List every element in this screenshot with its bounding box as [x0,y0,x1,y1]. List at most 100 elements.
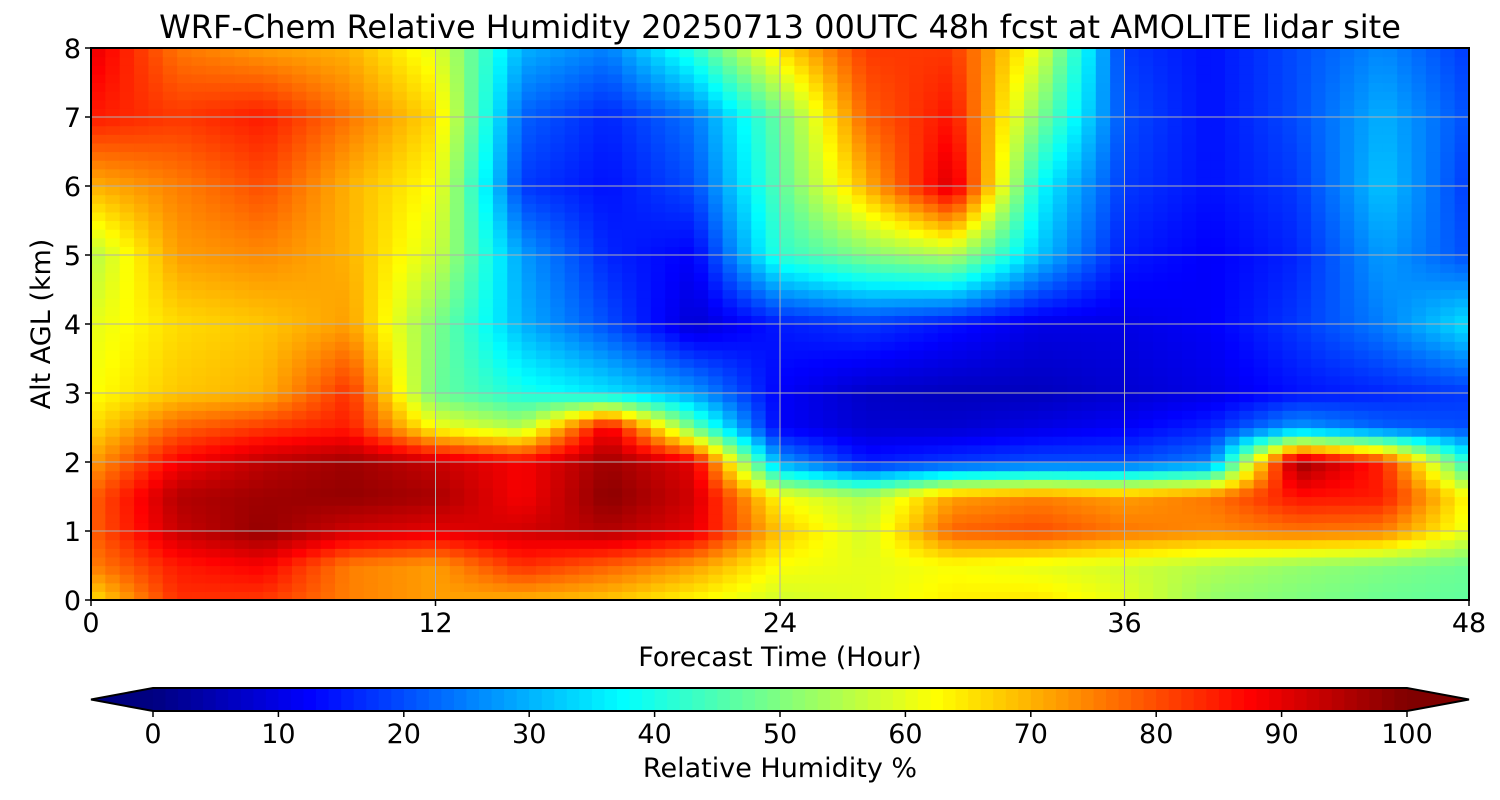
heatmap-cell [91,220,106,230]
heatmap-cell [1067,393,1083,403]
heatmap-cell [765,375,781,385]
heatmap-cell [535,487,551,498]
heatmap-cell [636,410,652,420]
heatmap-cell [1311,324,1327,334]
heatmap-cell [1368,246,1384,256]
heatmap-cell [335,453,350,463]
heatmap-cell [851,186,867,196]
heatmap-cell [521,591,537,601]
heatmap-cell [851,470,867,480]
heatmap-cell [708,186,724,196]
heatmap-cell [1296,393,1312,403]
heatmap-cell [1239,418,1255,429]
heatmap-cell [1296,324,1312,334]
heatmap-cell [492,487,508,498]
heatmap-cell [1181,332,1197,342]
heatmap-cell [162,220,178,230]
heatmap-cell [1210,358,1226,368]
heatmap-cell [722,401,738,411]
heatmap-cell [1268,410,1283,420]
heatmap-cell [995,479,1011,489]
heatmap-cell [650,401,666,411]
heatmap-cell [1095,427,1111,437]
heatmap-cell [665,160,681,170]
heatmap-cell [421,522,437,532]
heatmap-cell [1282,565,1298,575]
heatmap-cell [435,349,451,360]
heatmap-cell [980,531,996,541]
heatmap-cell [406,203,422,213]
heatmap-cell [866,531,882,541]
heatmap-cell [1325,298,1341,308]
heatmap-cell [1009,556,1025,567]
heatmap-cell [1081,194,1097,204]
heatmap-cell [1253,203,1269,213]
heatmap-cell [952,324,968,334]
heatmap-cell [1368,574,1384,584]
heatmap-cell [234,289,250,299]
heatmap-cell [148,203,164,213]
heatmap-cell [1009,565,1025,575]
heatmap-cell [564,349,580,360]
heatmap-cell [1167,255,1183,265]
heatmap-cell [291,531,307,541]
heatmap-cell [1425,168,1441,178]
heatmap-cell [966,436,982,446]
heatmap-cell [909,280,925,291]
heatmap-cell [507,505,523,515]
heatmap-cell [708,367,724,377]
heatmap-cell [335,418,350,429]
heatmap-cell [119,539,135,549]
heatmap-cell [220,211,236,222]
heatmap-cell [205,393,221,403]
heatmap-cell [363,255,379,265]
heatmap-cell [521,220,537,230]
heatmap-cell [507,401,523,411]
heatmap-cell [1454,211,1470,222]
heatmap-cell [708,306,724,316]
heatmap-cell [995,462,1011,472]
heatmap-cell [205,522,221,532]
heatmap-cell [880,539,896,549]
heatmap-cell [406,436,422,446]
heatmap-cell [1167,220,1183,230]
heatmap-cell [1181,349,1197,360]
heatmap-cell [1454,582,1470,592]
heatmap-cell [923,272,939,282]
heatmap-cell [91,574,106,584]
heatmap-cell [291,211,307,222]
heatmap-cell [363,289,379,299]
heatmap-cell [191,332,207,342]
heatmap-cell [823,280,839,291]
heatmap-cell [866,280,882,291]
heatmap-cell [679,582,695,592]
heatmap-cell [91,375,106,385]
heatmap-cell [722,160,738,170]
heatmap-cell [1138,324,1154,334]
heatmap-cell [607,453,623,463]
heatmap-cell [794,453,810,463]
heatmap-cell [837,332,853,342]
heatmap-cell [1354,203,1370,213]
heatmap-cell [335,470,350,480]
heatmap-cell [1368,393,1384,403]
heatmap-cell [1397,384,1413,394]
heatmap-cell [1052,522,1068,532]
heatmap-cell [248,289,264,299]
heatmap-cell [564,246,580,256]
heatmap-cell [909,556,925,567]
heatmap-cell [866,375,882,385]
heatmap-cell [248,168,264,178]
heatmap-cell [507,375,523,385]
heatmap-cell [1425,418,1441,429]
heatmap-cell [320,384,336,394]
heatmap-cell [894,324,910,334]
heatmap-cell [1382,272,1398,282]
heatmap-cell [478,168,494,178]
heatmap-cell [1196,186,1212,196]
heatmap-cell [1124,280,1140,291]
heatmap-cell [665,427,681,437]
heatmap-cell [966,332,982,342]
heatmap-cell [894,418,910,429]
heatmap-cell [636,332,652,342]
